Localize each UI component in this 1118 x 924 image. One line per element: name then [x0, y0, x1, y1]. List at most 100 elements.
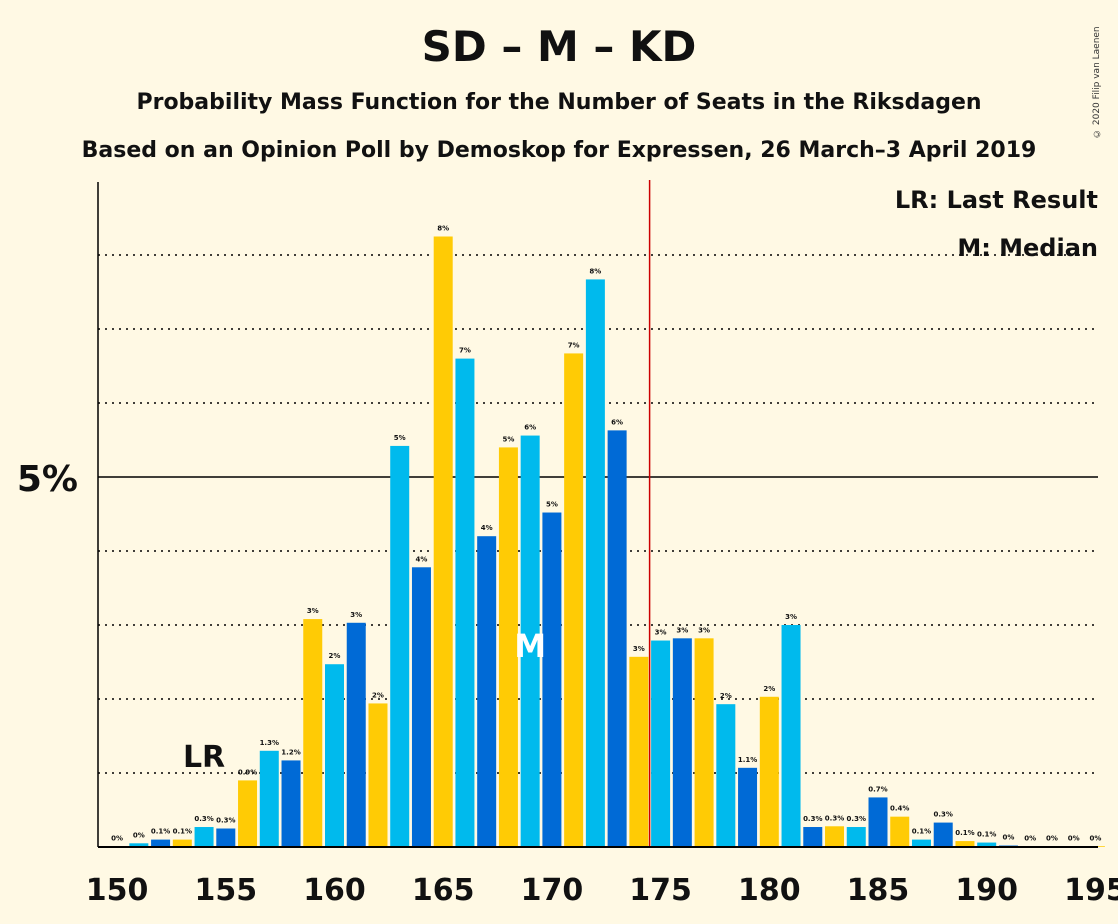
bar-value-label: 0.1% [955, 829, 974, 837]
x-tick-label: 180 [738, 873, 801, 908]
bar-value-label: 4% [416, 555, 428, 563]
bar-value-label: 6% [524, 424, 536, 432]
chart-subtitle: Probability Mass Function for the Number… [136, 90, 982, 115]
chart-subtitle-source: Based on an Opinion Poll by Demoskop for… [81, 138, 1037, 163]
bar [129, 843, 149, 847]
markers: LR M [183, 627, 546, 775]
bar [694, 638, 714, 847]
bar [911, 839, 931, 847]
bar [933, 822, 953, 847]
bar [542, 512, 562, 847]
bar-value-label: 0.3% [216, 817, 235, 825]
bar [455, 358, 475, 847]
bar-value-label: 2% [329, 652, 341, 660]
bar [585, 279, 605, 847]
bar [868, 797, 888, 847]
legend-last-result: LR: Last Result [894, 186, 1098, 214]
axes: 5% 150 155 160 165 170 175 180 185 190 195 [17, 180, 1118, 908]
bar [194, 827, 214, 847]
bar [955, 841, 975, 847]
bar-value-label: 0.1% [912, 828, 931, 836]
bar [303, 619, 323, 847]
bar [281, 760, 301, 847]
last-result-marker: LR [183, 740, 225, 775]
median-marker: M [514, 627, 546, 665]
bar-value-label: 1.1% [738, 756, 757, 764]
bar-value-label: 0.7% [868, 785, 887, 793]
bar-value-label: 2% [720, 692, 732, 700]
bar [325, 664, 344, 847]
bar [477, 536, 497, 847]
bar-value-label: 6% [611, 418, 623, 426]
bar [738, 767, 758, 847]
bar-value-label: 0.3% [194, 815, 213, 823]
bar-value-label: 0% [1089, 834, 1101, 842]
bar-value-label: 4% [481, 524, 493, 532]
bar-value-label: 0.3% [825, 814, 844, 822]
bar [716, 704, 736, 847]
bar [259, 750, 279, 847]
bar [498, 447, 518, 847]
bar [172, 839, 192, 847]
bar-value-label: 0.3% [934, 811, 953, 819]
bar-value-label: 1.3% [260, 739, 279, 747]
x-tick-label: 190 [955, 873, 1018, 908]
bar [890, 816, 910, 847]
bar [346, 622, 366, 847]
bar-value-label: 0.3% [847, 815, 866, 823]
bar [433, 236, 453, 847]
bar-value-label: 3% [307, 607, 319, 615]
bar-value-label: 3% [633, 645, 645, 653]
x-tick-label: 175 [629, 873, 692, 908]
bar [368, 703, 388, 847]
bar-value-label: 0% [1002, 834, 1014, 842]
bar [977, 842, 997, 847]
chart-title: SD – M – KD [421, 22, 697, 71]
bar-value-label: 5% [546, 501, 558, 509]
bar [151, 839, 171, 847]
bar-value-label: 2% [372, 691, 384, 699]
bar-value-label: 8% [589, 267, 601, 275]
bar-value-label: 0% [1046, 834, 1058, 842]
bar [759, 696, 779, 847]
x-tick-label: 195 [1064, 873, 1118, 908]
x-tick-label: 155 [194, 873, 257, 908]
bar [390, 445, 410, 847]
x-tick-label: 165 [412, 873, 475, 908]
bar [216, 828, 236, 847]
bar [803, 827, 823, 847]
x-tick-label: 170 [521, 873, 584, 908]
bar [238, 780, 258, 847]
bar [781, 625, 801, 847]
bar-value-label: 5% [502, 435, 514, 443]
bar [651, 640, 671, 847]
bar [520, 435, 540, 847]
bar-value-label: 0.1% [977, 831, 996, 839]
bar-value-label: 7% [568, 341, 580, 349]
bar [564, 353, 584, 847]
bar [629, 656, 649, 847]
bar [411, 567, 431, 847]
bar-value-label: 3% [698, 626, 710, 634]
bar [672, 638, 692, 847]
bar-value-label: 3% [350, 611, 362, 619]
bar-value-label: 0% [111, 834, 123, 842]
x-tick-label: 160 [303, 873, 366, 908]
bar-value-label: 3% [785, 613, 797, 621]
x-tick-label: 150 [86, 873, 149, 908]
bar-value-label: 0.4% [890, 805, 909, 813]
legend-median: M: Median [957, 234, 1098, 262]
bar-value-label: 0.1% [173, 828, 192, 836]
y-tick-label: 5% [17, 459, 78, 500]
bar [846, 827, 866, 847]
bar-value-label: 7% [459, 347, 471, 355]
bar-value-label: 0.9% [238, 768, 257, 776]
bar-value-label: 1.2% [281, 748, 300, 756]
bars [107, 236, 1105, 847]
bar-value-label: 0% [1024, 834, 1036, 842]
bar [825, 826, 845, 847]
x-tick-label: 185 [847, 873, 910, 908]
bar-value-label: 3% [655, 629, 667, 637]
bar-value-label: 0% [133, 831, 145, 839]
